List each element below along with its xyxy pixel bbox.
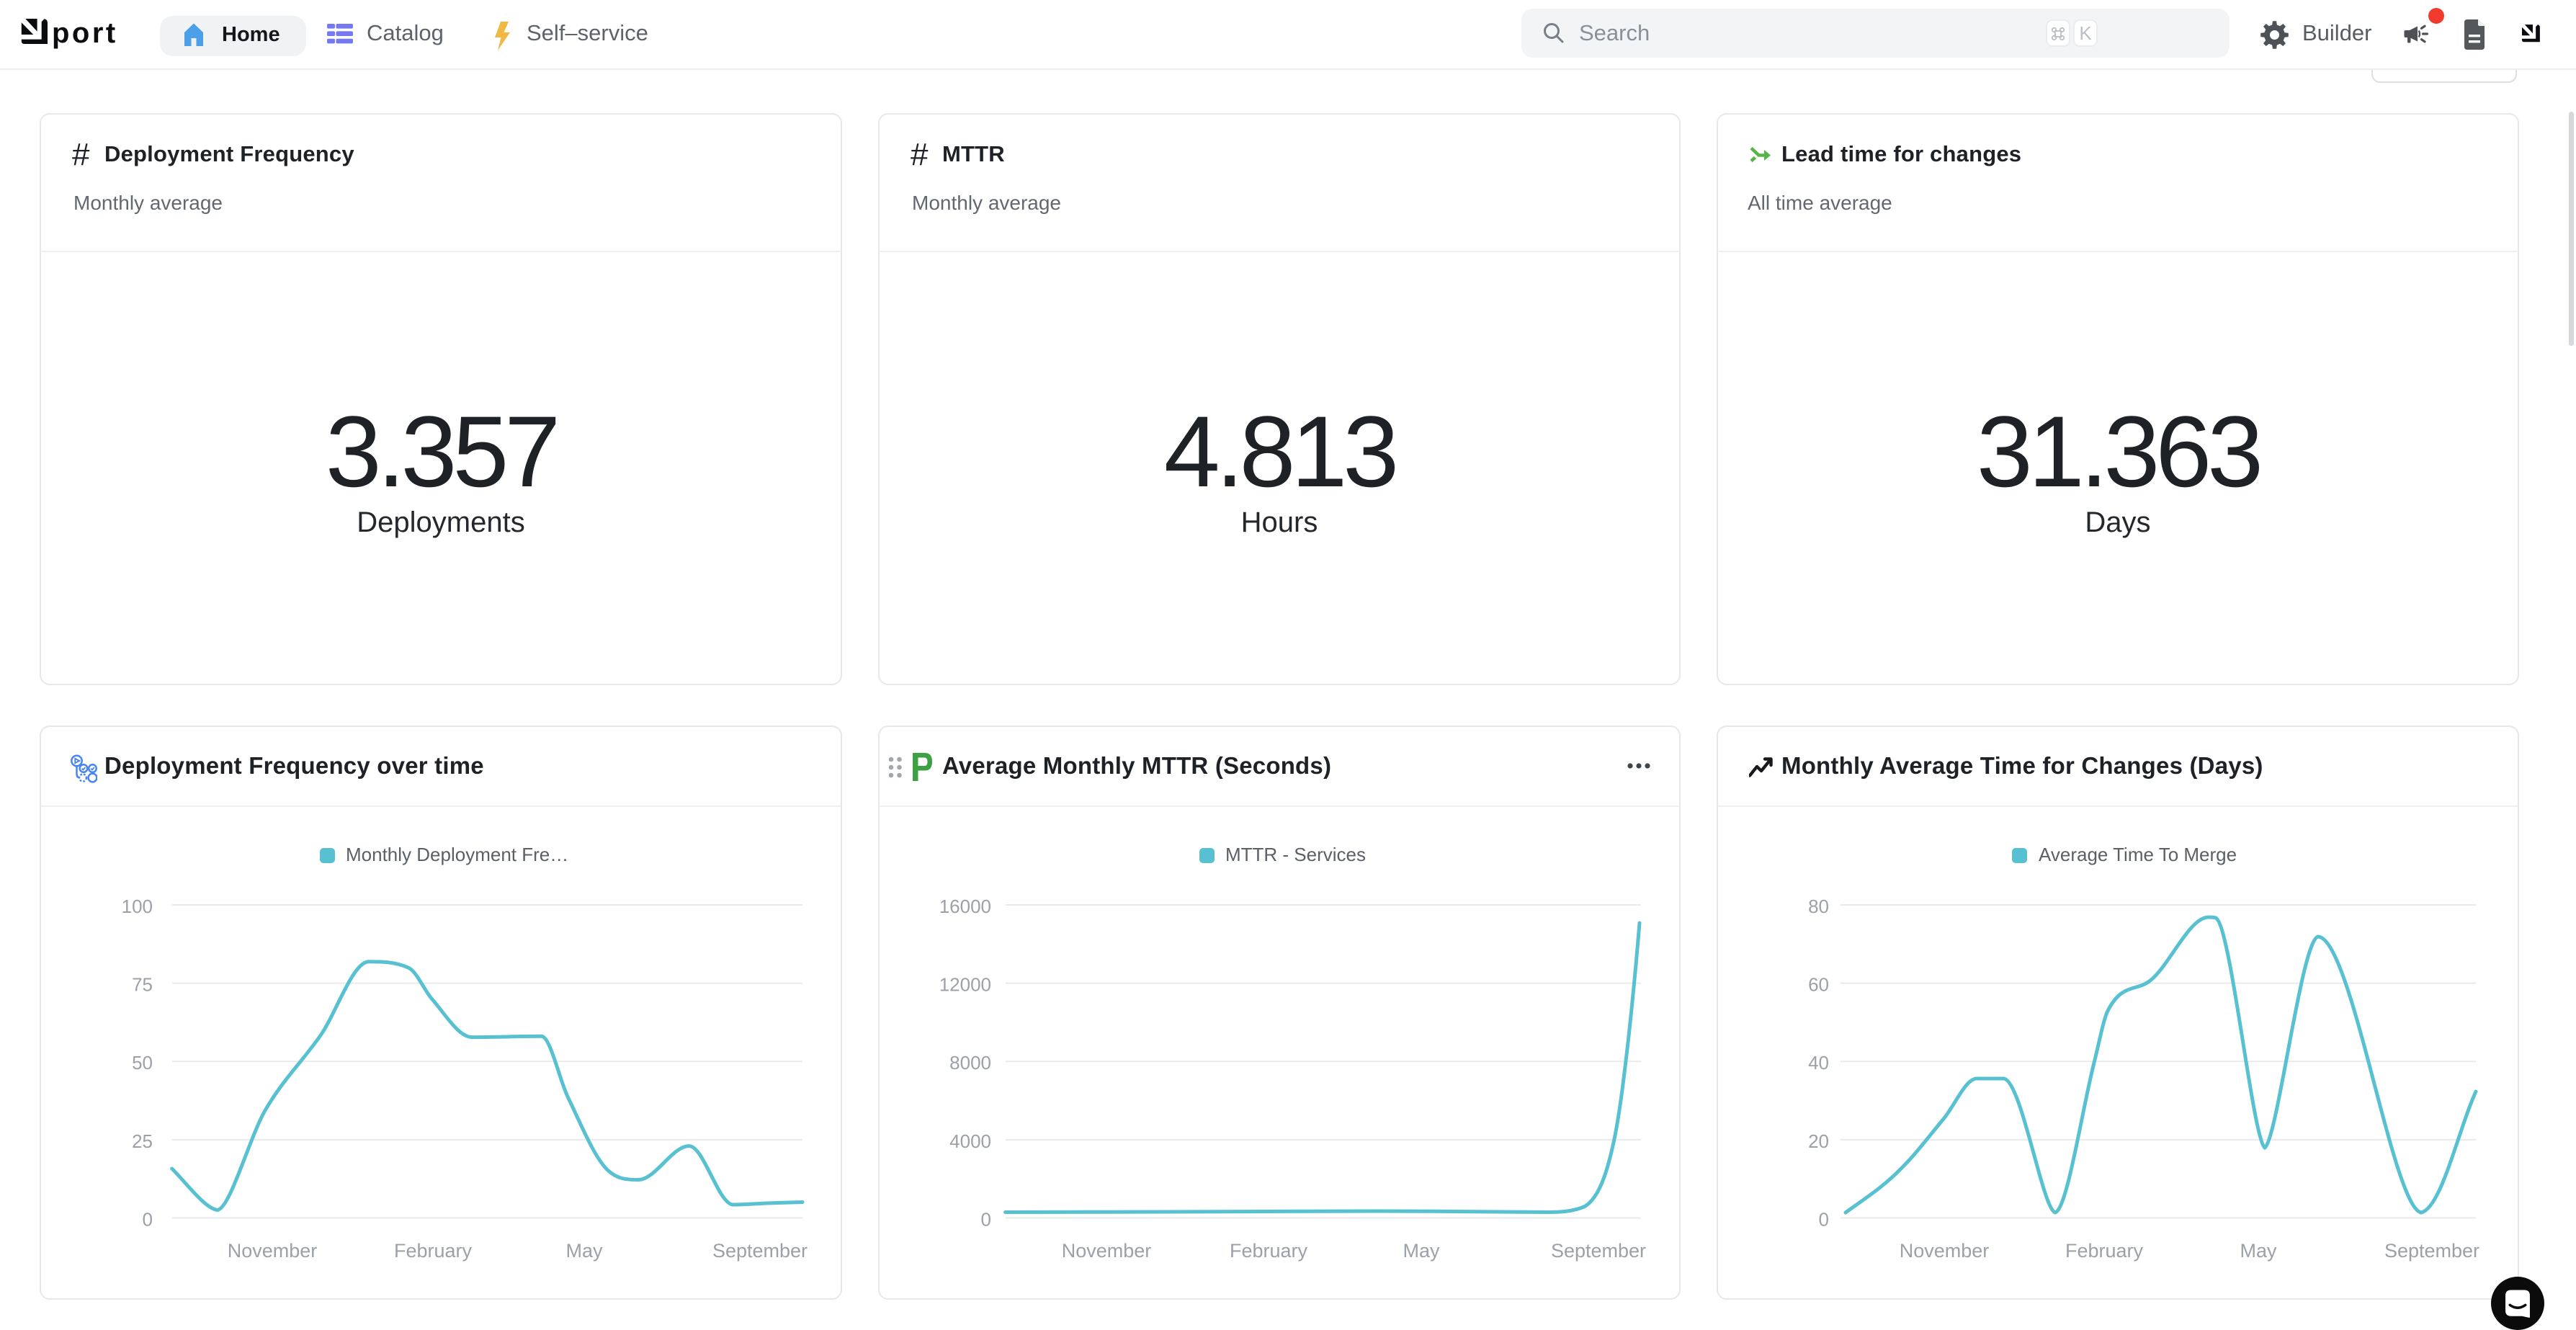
svg-text:0: 0 bbox=[1819, 1209, 1829, 1231]
svg-text:November: November bbox=[1062, 1240, 1152, 1262]
svg-text:40: 40 bbox=[1808, 1052, 1829, 1074]
svg-text:Average Time To Merge: Average Time To Merge bbox=[2039, 844, 2237, 865]
svg-text:100: 100 bbox=[122, 896, 153, 917]
svg-text:16000: 16000 bbox=[939, 896, 991, 917]
svg-text:May: May bbox=[1403, 1240, 1440, 1262]
svg-text:May: May bbox=[565, 1240, 603, 1262]
svg-text:0: 0 bbox=[981, 1209, 991, 1231]
svg-text:80: 80 bbox=[1808, 896, 1829, 917]
svg-text:75: 75 bbox=[132, 974, 153, 996]
svg-text:November: November bbox=[228, 1240, 318, 1262]
svg-text:60: 60 bbox=[1808, 974, 1829, 996]
svg-text:September: September bbox=[712, 1240, 808, 1262]
svg-text:12000: 12000 bbox=[939, 974, 991, 996]
svg-text:50: 50 bbox=[132, 1052, 153, 1074]
svg-text:0: 0 bbox=[143, 1209, 153, 1231]
svg-text:Monthly Deployment Fre…: Monthly Deployment Fre… bbox=[346, 844, 568, 865]
svg-text:February: February bbox=[1230, 1240, 1308, 1262]
svg-text:September: September bbox=[1551, 1240, 1646, 1262]
svg-text:4000: 4000 bbox=[949, 1130, 991, 1152]
svg-text:November: November bbox=[1900, 1240, 1990, 1262]
svg-text:8000: 8000 bbox=[949, 1052, 991, 1074]
svg-text:May: May bbox=[2240, 1240, 2277, 1262]
svg-text:25: 25 bbox=[132, 1130, 153, 1152]
svg-text:September: September bbox=[2384, 1240, 2479, 1262]
svg-text:20: 20 bbox=[1808, 1130, 1829, 1152]
svg-text:MTTR - Services: MTTR - Services bbox=[1225, 844, 1366, 865]
svg-text:February: February bbox=[394, 1240, 473, 1262]
svg-text:February: February bbox=[2065, 1240, 2144, 1262]
